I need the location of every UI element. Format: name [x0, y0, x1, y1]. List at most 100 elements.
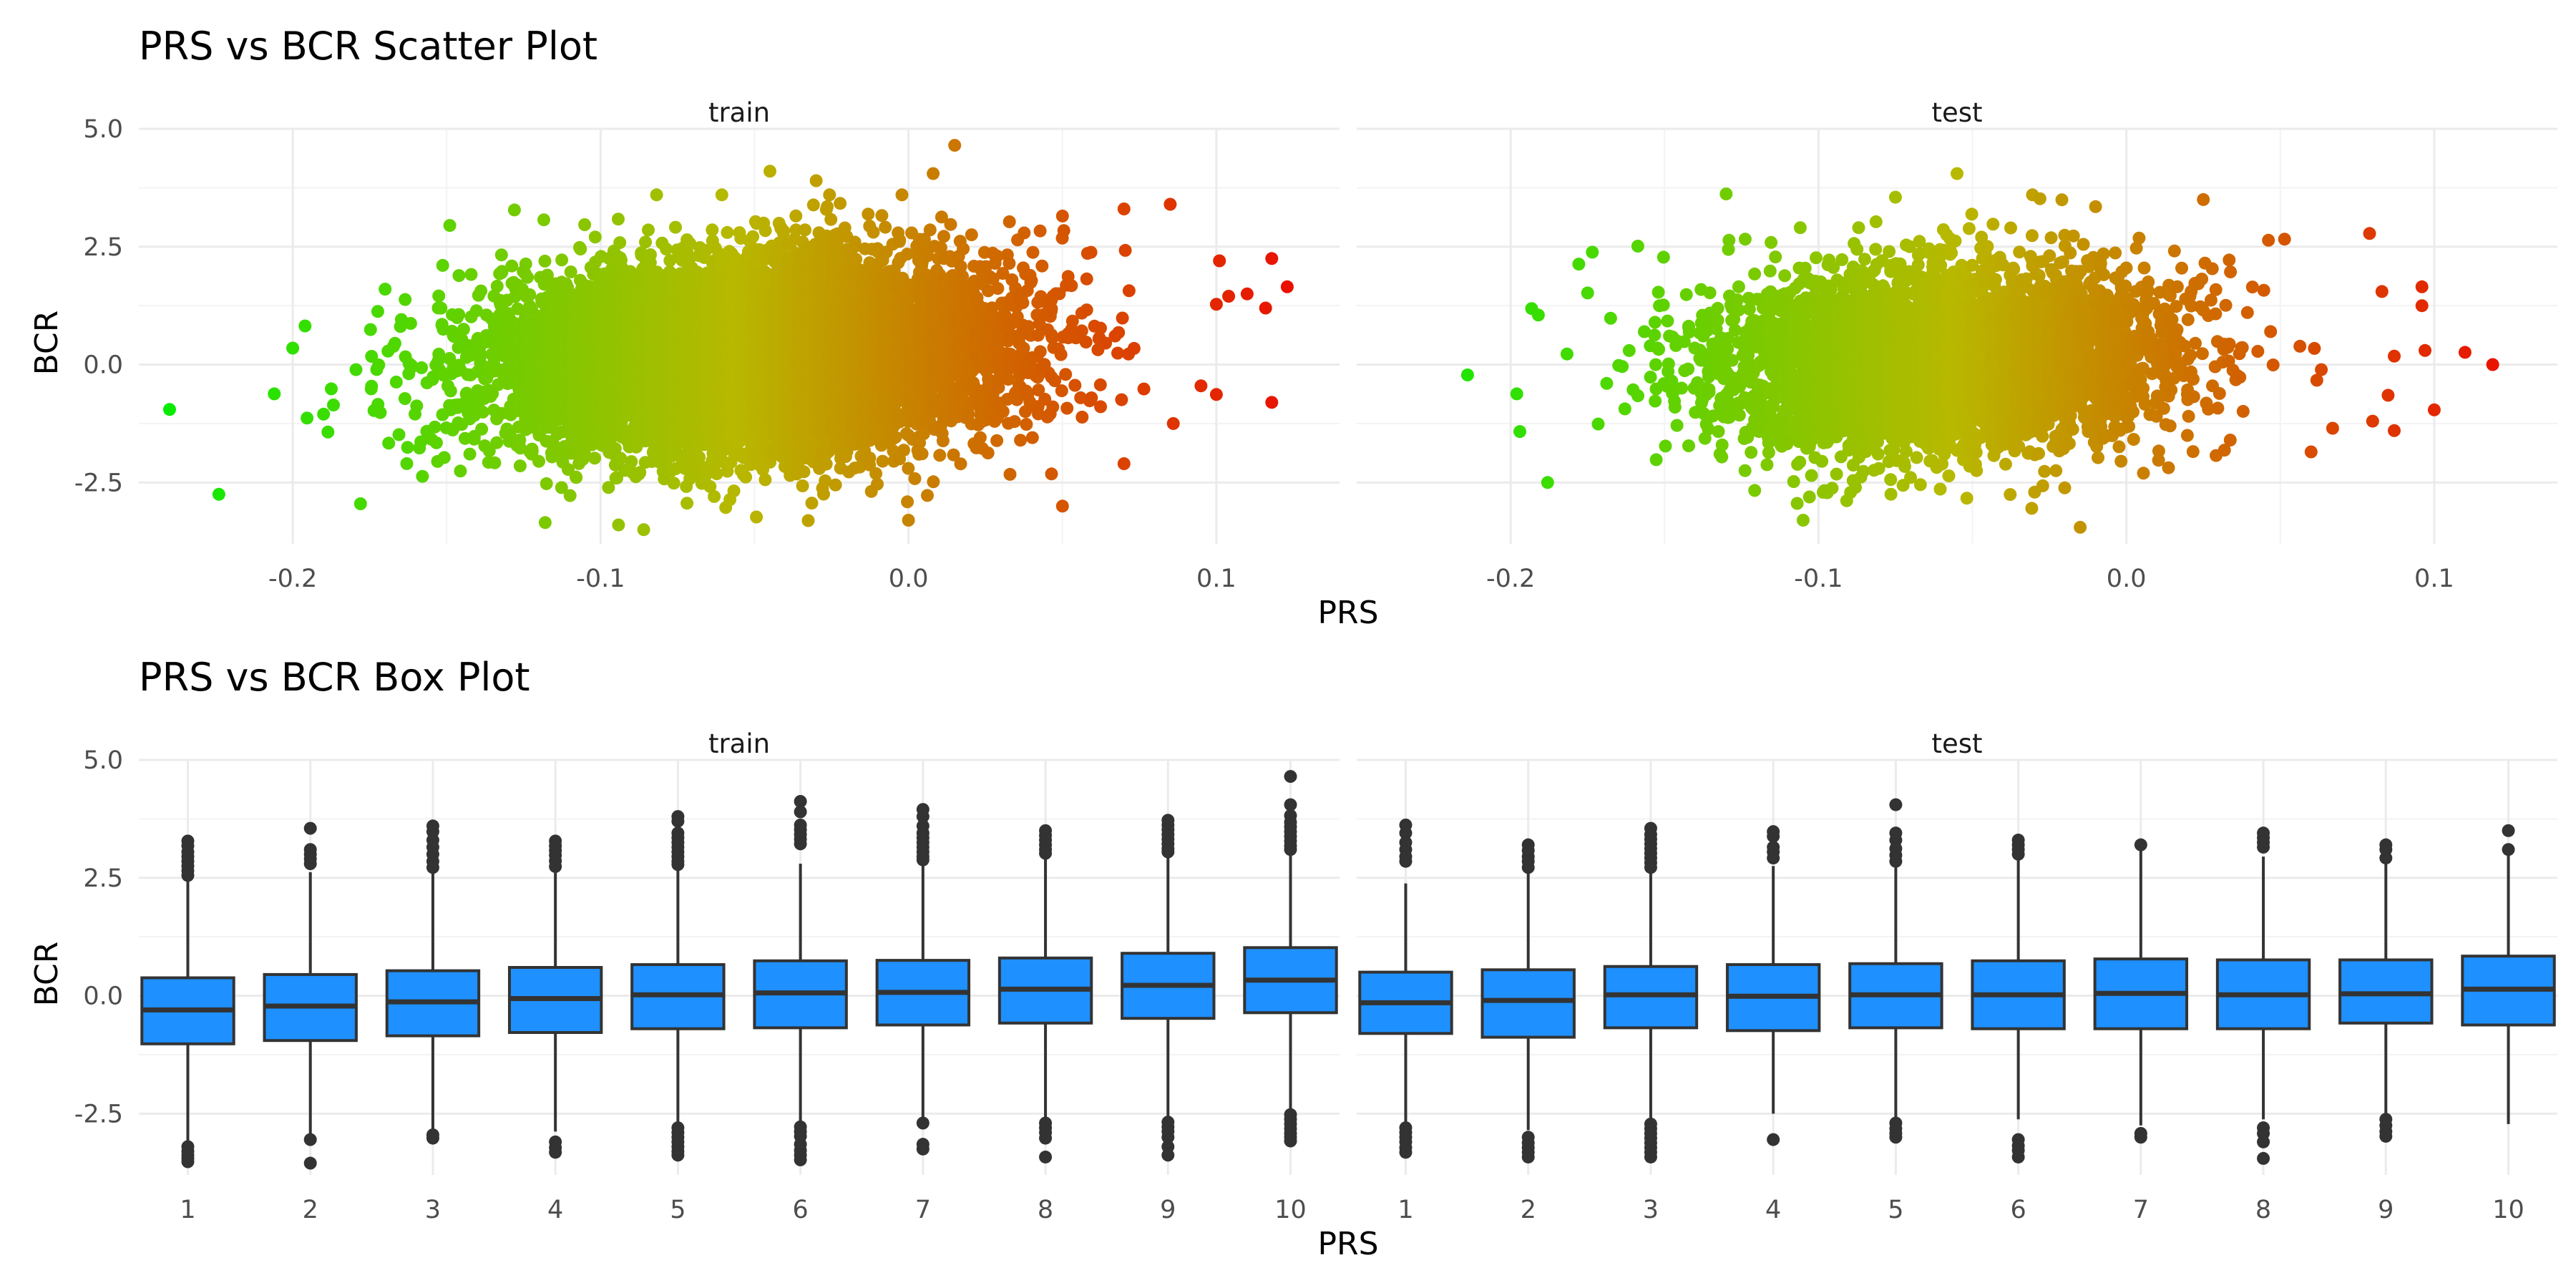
scatter-point	[660, 243, 673, 255]
scatter-point	[750, 510, 763, 524]
scatter-point	[667, 477, 680, 490]
scatter-point	[372, 358, 386, 371]
scatter-point	[405, 358, 419, 372]
scatter-point	[574, 243, 587, 255]
scatter-point	[436, 258, 449, 272]
scatter-point	[414, 435, 428, 449]
scatter-point	[494, 248, 508, 262]
scatter-point	[429, 436, 443, 449]
scatter-point	[382, 436, 396, 450]
scatter-point	[404, 317, 417, 330]
scatter-point	[555, 253, 569, 267]
scatter-point	[400, 457, 414, 470]
scatter-point	[746, 230, 760, 243]
scatter-point	[410, 399, 424, 413]
scatter-point	[399, 293, 412, 306]
scatter-point	[389, 336, 401, 350]
scatter-point	[325, 382, 338, 396]
scatter-point	[555, 481, 568, 494]
scatter-point	[644, 248, 657, 261]
scatter-point	[521, 270, 535, 284]
scatter-point	[537, 213, 550, 227]
scatter-point	[495, 265, 509, 278]
scatter-point	[540, 477, 553, 490]
scatter-point	[523, 288, 537, 301]
scatter-point	[327, 399, 340, 411]
scatter-point	[538, 254, 552, 268]
scatter-point	[519, 257, 532, 270]
scatter-point	[505, 259, 519, 273]
scatter-point	[454, 464, 467, 478]
scatter-point	[452, 269, 466, 283]
scatter-point	[392, 428, 406, 441]
scatter-point	[432, 289, 446, 303]
scatter-point	[602, 481, 615, 494]
scatter-point	[469, 304, 483, 318]
scatter-strip-test: test	[1931, 97, 1982, 128]
scatter-point	[513, 459, 527, 473]
scatter-point	[365, 350, 379, 363]
scatter-point	[349, 363, 363, 376]
scatter-point	[463, 447, 477, 461]
scatter-point	[364, 323, 377, 336]
scatter-point	[389, 375, 403, 389]
scatter-point	[457, 323, 470, 336]
scatter-point	[452, 308, 466, 321]
scatter-strip-train: train	[708, 97, 770, 128]
scatter-point	[608, 441, 622, 455]
scatter-point	[708, 489, 721, 503]
scatter-point	[680, 497, 694, 510]
scatter-point	[570, 471, 583, 484]
scatter-train-points	[301, 188, 1223, 532]
scatter-point	[578, 447, 592, 461]
scatter-point	[612, 518, 625, 532]
scatter-point	[475, 422, 489, 436]
scatter-point	[482, 444, 496, 458]
scatter-point	[758, 473, 772, 487]
scatter-point	[398, 392, 411, 405]
scatter-point	[588, 452, 602, 465]
scatter-point	[476, 405, 489, 419]
scatter-point	[474, 284, 488, 298]
scatter-point	[428, 420, 441, 434]
scatter-point	[739, 470, 753, 484]
scatter-point	[612, 213, 625, 226]
scatter-point	[432, 347, 446, 361]
scatter-point	[540, 268, 554, 282]
scatter-point	[578, 218, 592, 231]
scatter-point	[715, 188, 728, 202]
scatter-point	[371, 305, 384, 318]
scatter-point	[488, 456, 502, 469]
scatter-point	[490, 436, 504, 449]
scatter-point	[492, 378, 505, 391]
scatter-point	[434, 301, 448, 315]
scatter-point	[727, 484, 741, 498]
scatter-point	[444, 384, 457, 398]
scatter-point	[401, 441, 414, 454]
scatter-point	[321, 425, 335, 439]
scatter-point	[532, 454, 545, 468]
scatter-point	[415, 361, 429, 374]
scatter-point	[564, 265, 577, 278]
scatter-point	[525, 444, 539, 458]
scatter-point	[721, 225, 734, 239]
scatter-point	[610, 472, 623, 485]
scatter-point	[374, 406, 387, 419]
scatter-point	[642, 223, 655, 237]
scatter-point	[563, 489, 577, 502]
scatter-point	[416, 469, 429, 483]
scatter-point	[613, 236, 627, 250]
scatter-point	[437, 451, 451, 464]
scatter-point	[650, 188, 663, 202]
scatter-point	[365, 379, 379, 393]
scatter-title: PRS vs BCR Scatter Plot	[139, 24, 597, 69]
scatter-point	[588, 230, 602, 244]
scatter-point	[639, 235, 652, 249]
scatter-point	[490, 280, 504, 293]
scatter-point	[669, 220, 682, 234]
scatter-point	[614, 452, 628, 465]
scatter-point	[301, 411, 314, 425]
scatter-point	[464, 268, 478, 281]
